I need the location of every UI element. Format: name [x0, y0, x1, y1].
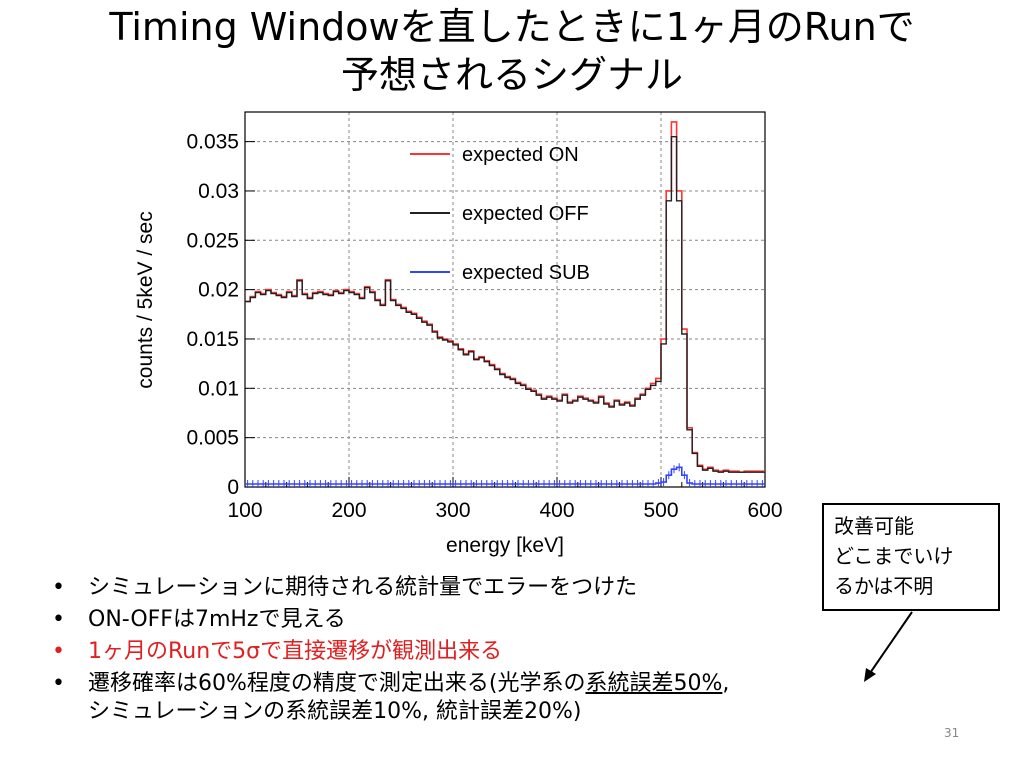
series-layer — [245, 121, 765, 489]
bullet-item-2: • ON-OFFは7mHzで見える — [52, 607, 346, 632]
callout-line2: どこまでいけ — [834, 544, 954, 568]
y-tick-label: 0 — [227, 476, 239, 499]
y-tick-label: 0.015 — [186, 328, 239, 351]
bullet-text-4-underlined: 系統誤差50% — [585, 671, 723, 696]
axis-ticks: 100 200 300 400 500 600 0 0.005 0.01 0.015 0.02 0.0… — [186, 131, 782, 522]
x-tick-label: 400 — [539, 499, 574, 522]
chart-legend: expected ON expected OFF expected SUB — [410, 144, 590, 284]
bullet-item-4: • 遷移確率は60%程度の精度で測定出来る(光学系の系統誤差50%, シミュレーショ… — [52, 671, 730, 724]
x-tick-label: 500 — [643, 499, 678, 522]
y-tick-label: 0.025 — [186, 229, 239, 252]
y-tick-label: 0.03 — [198, 180, 239, 203]
page-number: 31 — [944, 726, 960, 740]
legend-label-3: expected SUB — [462, 262, 590, 284]
y-tick-label: 0.005 — [186, 427, 239, 450]
x-tick-label: 100 — [227, 499, 262, 522]
series-line-3 — [245, 466, 765, 485]
bullet-text-3: 1ヶ月のRunで5σで直接遷移が観測出来る — [88, 639, 503, 664]
series-line-2 — [245, 136, 765, 473]
bullet-item-1: • シミュレーションに期待される統計量でエラーをつけた — [52, 575, 638, 600]
callout-line3: るかは不明 — [834, 574, 934, 598]
bullet-text-4-line2: シミュレーションの系統誤差10%, 統計誤差20%) — [88, 699, 582, 724]
legend-label-1: expected ON — [462, 144, 579, 166]
y-tick-label: 0.02 — [198, 279, 239, 302]
plot-frame — [244, 111, 766, 488]
bullet-text-1: シミュレーションに期待される統計量でエラーをつけた — [88, 575, 638, 600]
slide-title-line1: Timing Windowを直したときに1ヶ月のRunで — [109, 5, 915, 49]
y-tick-label: 0.01 — [198, 377, 239, 400]
bullet-item-3: • 1ヶ月のRunで5σで直接遷移が観測出来る — [52, 639, 503, 664]
slide-title-line2: 予想されるシグナル — [340, 53, 683, 97]
y-axis-label: counts / 5keV / sec — [134, 211, 157, 388]
bullet-list: • シミュレーションに期待される統計量でエラーをつけた • ON-OFFは7mHzで… — [40, 570, 1000, 730]
callout-line1: 改善可能 — [834, 514, 914, 538]
legend-label-2: expected OFF — [462, 203, 589, 225]
x-tick-label: 600 — [747, 499, 782, 522]
x-tick-label: 200 — [331, 499, 366, 522]
bullet-text-4a: 遷移確率は60%程度の精度で測定出来る(光学系の — [88, 671, 586, 696]
bullet-text-2: ON-OFFは7mHzで見える — [88, 607, 346, 632]
energy-spectrum-chart: 100 200 300 400 500 600 0 0.005 0.01 0.015 0.02 0.0… — [134, 111, 783, 557]
x-tick-label: 300 — [435, 499, 470, 522]
y-tick-label: 0.035 — [186, 131, 239, 154]
chart-grid — [245, 112, 765, 487]
bullet-text-4b: , — [722, 671, 730, 696]
x-axis-label: energy [keV] — [446, 534, 564, 557]
callout-box: 改善可能 どこまでいけ るかは不明 — [822, 503, 1000, 611]
